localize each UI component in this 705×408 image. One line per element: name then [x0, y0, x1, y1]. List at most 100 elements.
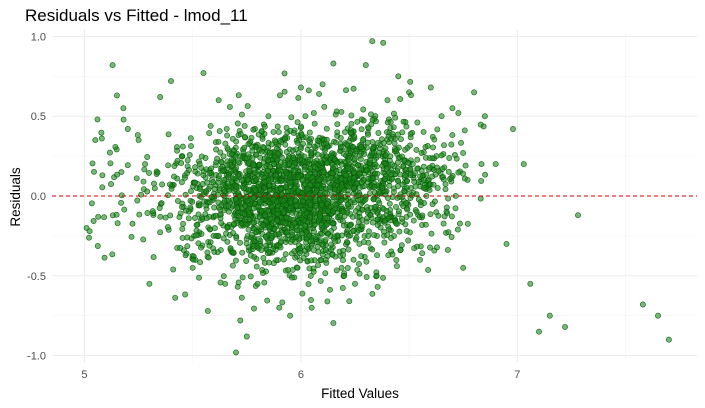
data-point: [358, 253, 365, 260]
data-point: [402, 146, 408, 153]
data-point: [238, 294, 245, 301]
data-point: [239, 177, 246, 184]
data-point: [337, 135, 344, 141]
data-point: [276, 137, 283, 144]
data-point: [244, 233, 251, 240]
data-point: [258, 247, 265, 254]
data-point: [318, 257, 325, 264]
data-point: [286, 179, 293, 186]
data-point: [394, 168, 401, 175]
data-point: [449, 105, 456, 112]
data-point: [193, 232, 200, 239]
data-point: [211, 248, 218, 255]
data-point: [394, 131, 401, 138]
data-point: [330, 60, 337, 67]
data-point: [295, 187, 302, 194]
data-point: [278, 177, 285, 184]
data-point: [343, 238, 350, 245]
data-point: [171, 163, 178, 169]
data-point: [345, 246, 352, 253]
data-point: [397, 96, 404, 103]
data-point: [271, 226, 278, 232]
data-point: [142, 161, 149, 168]
data-point: [312, 233, 319, 240]
y-axis-ticks: -1.0 -0.5 0.0 0.5 1.0: [27, 31, 46, 362]
data-point: [265, 157, 272, 164]
data-point: [282, 251, 289, 258]
data-point: [306, 232, 312, 239]
data-point: [121, 206, 128, 213]
data-point: [317, 277, 324, 284]
data-point: [276, 304, 283, 311]
data-point: [400, 163, 407, 170]
data-point: [367, 157, 374, 163]
data-point: [144, 154, 151, 160]
data-point: [106, 149, 113, 156]
data-point: [198, 153, 205, 160]
x-axis-ticks: 5 6 7: [81, 369, 520, 381]
data-point: [294, 264, 301, 271]
data-point: [375, 188, 382, 195]
y-tick-label: 0.0: [31, 191, 46, 203]
data-point: [88, 200, 95, 207]
data-point: [429, 201, 436, 208]
data-point: [252, 213, 259, 220]
data-point: [332, 139, 339, 146]
data-point: [179, 234, 186, 241]
data-point: [296, 250, 303, 256]
data-point: [403, 123, 410, 130]
data-point: [419, 250, 426, 257]
data-point: [211, 225, 218, 232]
data-point: [188, 235, 195, 242]
data-point: [368, 121, 375, 128]
data-point: [481, 113, 488, 120]
data-point: [274, 123, 281, 130]
data-point: [223, 230, 230, 237]
data-point: [431, 136, 438, 143]
data-point: [170, 266, 177, 273]
data-point: [347, 148, 354, 155]
data-point: [213, 146, 220, 153]
data-point: [407, 142, 413, 149]
data-point: [371, 183, 378, 190]
data-point: [109, 251, 116, 258]
data-point: [326, 184, 333, 191]
data-point: [260, 255, 267, 261]
data-point: [101, 214, 108, 221]
data-point: [374, 252, 381, 259]
data-point: [178, 160, 185, 167]
data-point: [151, 185, 158, 192]
data-point: [263, 218, 270, 225]
data-point: [229, 151, 236, 158]
data-point: [300, 254, 307, 261]
data-point: [350, 197, 357, 204]
data-point: [402, 221, 409, 228]
data-point: [220, 273, 227, 280]
data-point: [220, 153, 227, 160]
data-point: [344, 142, 351, 149]
data-point: [482, 171, 489, 178]
data-point: [258, 128, 265, 135]
data-point: [250, 242, 257, 249]
data-point: [210, 179, 217, 186]
data-point: [422, 221, 429, 228]
data-point: [384, 119, 391, 126]
data-point: [350, 85, 357, 92]
data-point: [338, 175, 345, 182]
data-point: [216, 172, 222, 179]
data-point: [308, 257, 315, 264]
data-point: [407, 130, 414, 137]
data-point: [456, 220, 463, 227]
data-point: [180, 220, 187, 227]
data-point: [445, 168, 452, 175]
data-point: [345, 233, 352, 240]
data-point: [164, 224, 171, 231]
data-point: [259, 135, 266, 142]
data-point: [462, 162, 469, 169]
data-point: [224, 132, 231, 139]
data-point: [227, 245, 234, 252]
data-point: [243, 333, 250, 340]
data-point: [389, 251, 396, 258]
data-point: [314, 182, 321, 189]
data-point: [316, 176, 323, 183]
